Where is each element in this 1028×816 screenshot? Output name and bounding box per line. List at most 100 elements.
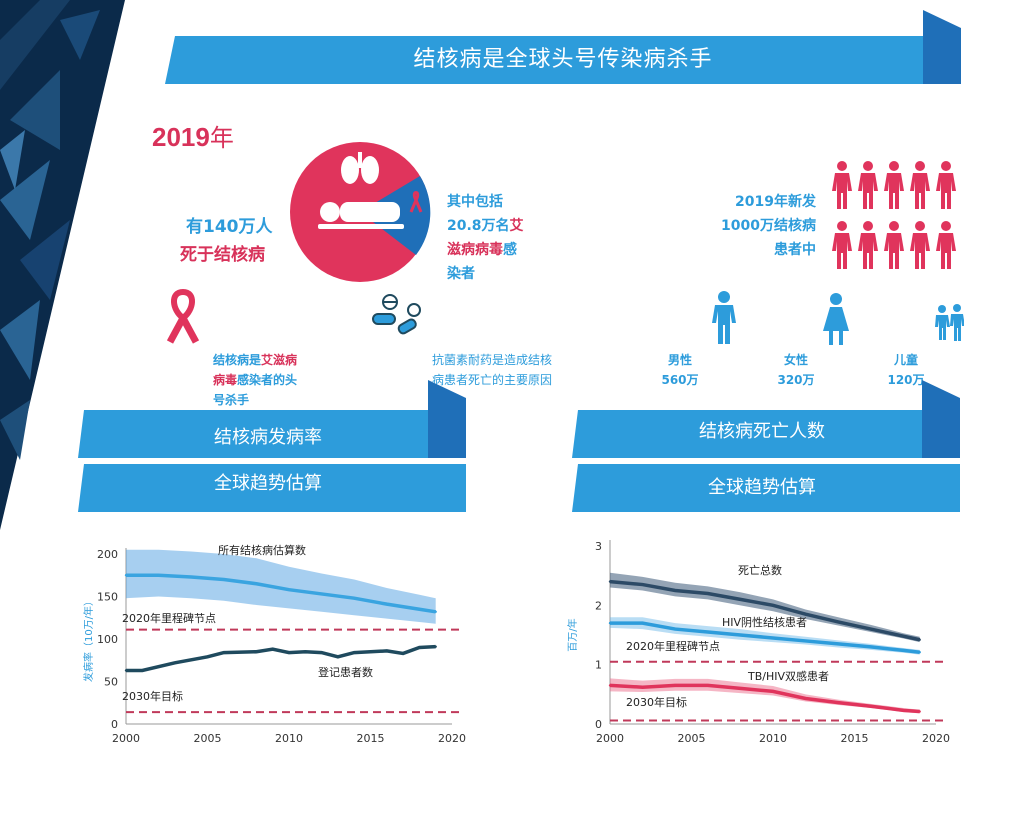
y-tick-label: 0 — [595, 718, 602, 731]
pills-icon — [372, 294, 421, 335]
y-tick-label: 3 — [595, 540, 602, 553]
hiv-text-4: 滋病病毒 — [447, 242, 503, 258]
series-point — [401, 652, 405, 655]
series-label: 死亡总数 — [738, 563, 782, 577]
series-point — [837, 642, 840, 646]
series-point — [739, 598, 742, 601]
series-point — [641, 583, 644, 586]
y-axis-label: 发病率（10万/年） — [82, 596, 95, 682]
x-tick-label: 2015 — [841, 732, 869, 745]
note-amr-b: 病患者死亡的主要原因 — [432, 373, 553, 387]
y-tick-label: 2 — [595, 599, 602, 612]
series-point — [608, 580, 612, 583]
note-hiv-a: 结核病是 — [213, 353, 262, 367]
breakdown-male: 男性 560万 — [650, 350, 710, 390]
breakdown-value: 120万 — [887, 373, 925, 387]
note-hiv-d: 感染者的头 — [237, 373, 298, 387]
new-cases-line-3: 患者中 — [774, 242, 816, 258]
series-label: 所有结核病估算数 — [218, 543, 306, 557]
series-point — [674, 627, 677, 631]
series-point — [918, 651, 921, 654]
series-point — [320, 651, 323, 654]
series-line — [126, 644, 436, 673]
series-point — [206, 655, 209, 659]
deaths-count: 有140万人 — [186, 217, 273, 237]
lungs-icon — [341, 152, 379, 184]
series-point — [222, 578, 225, 581]
series-point — [706, 684, 709, 687]
y-tick-label: 100 — [97, 633, 118, 646]
y-tick-label: 200 — [97, 548, 118, 561]
aids-ribbon-icon — [166, 288, 200, 344]
series-point — [434, 610, 437, 613]
x-tick-label: 2020 — [438, 732, 466, 745]
x-tick-label: 2010 — [275, 732, 303, 745]
series-label: 登记患者数 — [318, 665, 373, 679]
y-axis-label: 百万/年 — [566, 618, 579, 651]
series-point — [918, 638, 921, 641]
series-point — [771, 636, 775, 640]
incidence-chart: 0 50 100 150 200 2000 2005 2010 2015 2020 发病率（10万/… — [82, 543, 466, 745]
series-point — [804, 697, 807, 700]
breakdown-female: 女性 320万 — [766, 350, 826, 390]
new-cases-line-1: 2019年新发 — [735, 194, 816, 210]
hiv-killer-note: 结核病是艾滋病 病毒感染者的头 号杀手 — [213, 350, 323, 410]
series-point — [434, 645, 437, 648]
hiv-text-3: 艾 — [509, 218, 524, 234]
reference-line-label: 2020年里程碑节点 — [626, 639, 720, 653]
series-point — [608, 684, 612, 687]
lying-patient-icon — [318, 202, 404, 229]
incidence-title: 结核病发病率 — [214, 427, 322, 448]
series-point — [804, 639, 807, 643]
hiv-text-5: 感 — [503, 242, 517, 258]
series-point — [385, 649, 388, 653]
series-point — [674, 589, 677, 592]
series-point — [190, 575, 193, 579]
breakdown-children: 儿童 120万 — [876, 350, 936, 390]
series-point — [124, 574, 128, 577]
series-point — [336, 655, 340, 659]
series-point — [641, 686, 644, 689]
male-icon — [712, 291, 736, 344]
title-banner — [165, 10, 961, 84]
series-point — [255, 582, 258, 585]
series-point — [271, 648, 274, 651]
y-tick-label: 50 — [104, 676, 118, 689]
series-point — [124, 669, 128, 672]
x-tick-label: 2015 — [357, 732, 385, 745]
series-point — [173, 661, 177, 664]
series-point — [804, 613, 807, 616]
series-point — [353, 597, 356, 600]
note-amr-a: 抗菌素耐药是造成结核 — [432, 353, 553, 367]
breakdown-label: 男性 — [667, 353, 692, 367]
deaths-desc: 死于结核病 — [180, 245, 265, 265]
breakdown-label: 儿童 — [893, 353, 918, 367]
hiv-text-6: 染者 — [447, 266, 475, 282]
y-tick-label: 0 — [111, 718, 118, 731]
series-point — [706, 592, 709, 595]
series-point — [771, 604, 775, 607]
incidence-subtitle: 全球趋势估算 — [214, 473, 322, 494]
deaths-subtitle: 全球趋势估算 — [708, 477, 816, 498]
series-point — [418, 646, 421, 649]
series-point — [837, 620, 840, 624]
breakdown-value: 320万 — [777, 373, 815, 387]
series-uncertainty-band — [610, 572, 920, 643]
series-point — [385, 602, 388, 606]
series-label: HIV阴性结核患者 — [722, 615, 807, 629]
series-point — [771, 690, 775, 693]
x-tick-label: 2005 — [678, 732, 706, 745]
y-tick-label: 1 — [595, 659, 602, 672]
series-point — [222, 651, 225, 654]
people-grid-icon — [832, 161, 956, 269]
series-point — [918, 710, 921, 713]
deaths-title: 结核病死亡人数 — [699, 421, 825, 442]
hiv-text-2: 20.8万名 — [447, 218, 510, 234]
page-title: 结核病是全球头号传染病杀手 — [413, 47, 713, 72]
series-point — [706, 630, 709, 634]
series-point — [837, 701, 840, 704]
series-point — [287, 651, 291, 654]
series-point — [902, 634, 905, 638]
x-tick-label: 2000 — [596, 732, 624, 745]
female-icon — [823, 293, 849, 345]
